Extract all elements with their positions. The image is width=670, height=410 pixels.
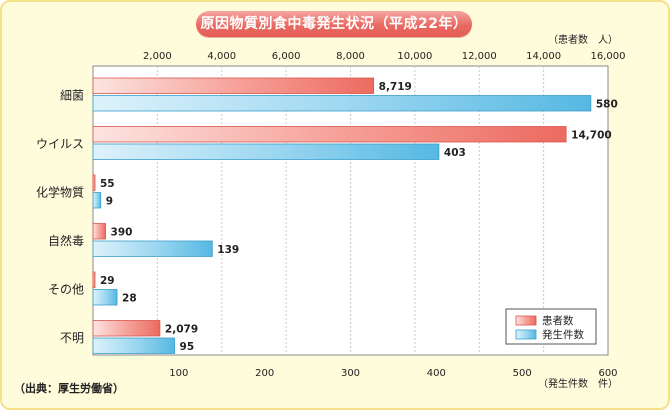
legend-label-patients: 患者数: [542, 314, 574, 327]
top-tick-label: 4,000: [207, 51, 236, 62]
bar-label-incidents: 139: [217, 244, 239, 256]
bar-label-patients: 55: [100, 178, 115, 190]
bar-label-patients: 8,719: [379, 81, 412, 93]
bar-incidents: [92, 143, 440, 160]
top-tick-label: 10,000: [397, 51, 432, 62]
bottom-axis-unit: （発生件数 件）: [538, 377, 618, 390]
bar-label-patients: 390: [111, 227, 133, 239]
bar-label-incidents: 580: [596, 99, 618, 111]
chart-title: 原因物質別食中毒発生状況（平成22年）: [200, 16, 468, 32]
bar-incidents: [92, 240, 213, 257]
bar-incidents: [92, 337, 175, 354]
bar-patients: [92, 223, 106, 240]
category-label: ウイルス: [36, 137, 84, 151]
top-tick-label: 14,000: [526, 51, 561, 62]
bar-patients: [92, 126, 567, 143]
source-note: （出典：厚生労働省）: [14, 382, 124, 395]
category-label: 不明: [60, 331, 84, 345]
legend-swatch-patients: [515, 315, 537, 326]
bottom-tick-label: 300: [341, 368, 360, 379]
bar-incidents: [92, 192, 102, 209]
bar-label-incidents: 95: [180, 341, 195, 353]
bar-patients: [92, 174, 96, 191]
top-axis-unit: （患者数 人）: [548, 33, 618, 46]
top-tick-label: 16,000: [591, 51, 626, 62]
bottom-tick-label: 200: [255, 368, 274, 379]
bottom-tick-label: 400: [427, 368, 446, 379]
category-label: 自然毒: [48, 233, 84, 248]
category-label: 細菌: [60, 89, 84, 103]
bar-patients: [92, 320, 161, 337]
title-banner: [196, 11, 472, 37]
bar-label-incidents: 9: [106, 196, 113, 208]
bottom-tick-label: 500: [513, 368, 532, 379]
bar-label-patients: 2,079: [165, 324, 198, 336]
top-tick-label: 8,000: [336, 51, 365, 62]
legend-label-incidents: 発生件数: [542, 328, 584, 341]
top-tick-label: 6,000: [272, 51, 301, 62]
bar-label-incidents: 403: [444, 147, 466, 159]
bottom-tick-label: 100: [169, 368, 188, 379]
bar-label-patients: 14,700: [571, 130, 612, 142]
top-tick-label: 12,000: [462, 51, 497, 62]
category-label: 化学物質: [36, 185, 84, 200]
bar-incidents: [92, 289, 118, 306]
top-tick-label: 2,000: [143, 51, 172, 62]
bar-patients: [92, 77, 375, 94]
bar-incidents: [92, 95, 592, 112]
bar-label-patients: 29: [100, 275, 115, 287]
category-label: その他: [48, 283, 84, 297]
bar-patients: [92, 271, 96, 288]
bar-label-incidents: 28: [122, 293, 137, 305]
bottom-tick-label: 600: [598, 368, 617, 379]
legend-swatch-incidents: [515, 329, 537, 340]
